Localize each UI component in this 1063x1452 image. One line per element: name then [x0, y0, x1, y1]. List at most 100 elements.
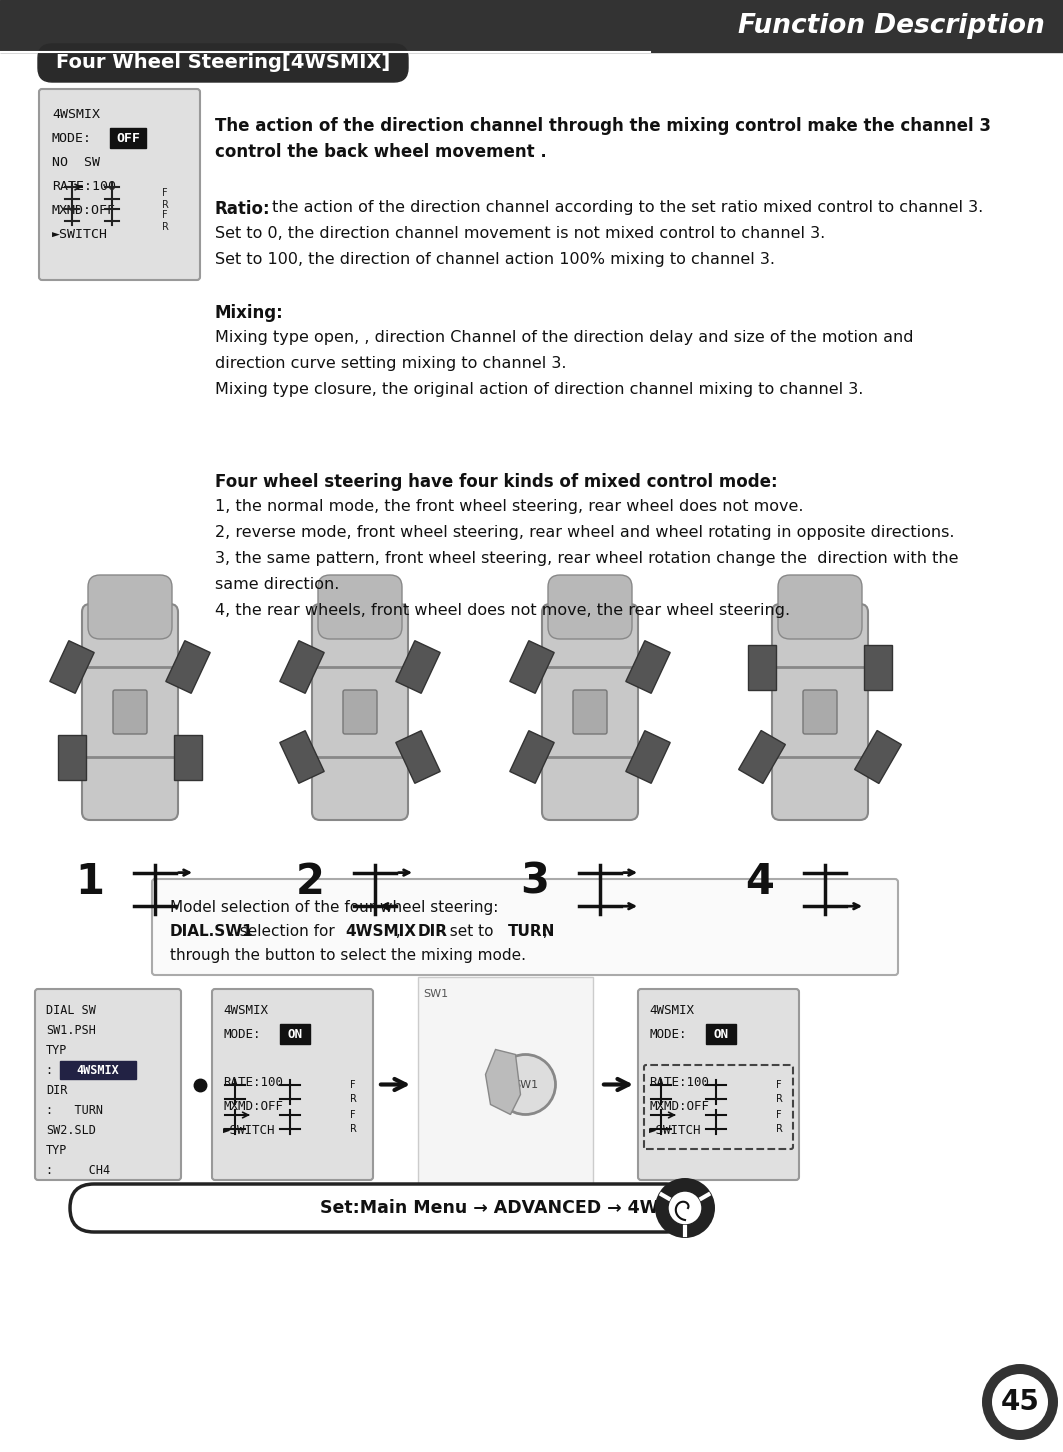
Circle shape — [992, 1374, 1048, 1430]
Text: 2, reverse mode, front wheel steering, rear wheel and wheel rotating in opposite: 2, reverse mode, front wheel steering, r… — [215, 526, 955, 540]
FancyBboxPatch shape — [212, 989, 373, 1180]
Text: Mixing:: Mixing: — [215, 305, 284, 322]
FancyBboxPatch shape — [772, 604, 868, 820]
Text: 4WSMIX: 4WSMIX — [223, 1003, 268, 1016]
FancyBboxPatch shape — [39, 89, 200, 280]
Text: :: : — [46, 1063, 61, 1076]
Text: 4WSMIX: 4WSMIX — [52, 107, 100, 121]
FancyBboxPatch shape — [82, 604, 178, 820]
Text: DIAL.SW1: DIAL.SW1 — [170, 923, 254, 939]
Polygon shape — [626, 640, 670, 693]
Polygon shape — [280, 730, 324, 783]
FancyBboxPatch shape — [313, 604, 408, 820]
Text: TYP: TYP — [46, 1044, 67, 1057]
Text: :   TURN: : TURN — [46, 1104, 103, 1117]
Text: 3: 3 — [521, 861, 550, 903]
Text: ON: ON — [713, 1028, 728, 1041]
Text: SW1.PSH: SW1.PSH — [46, 1024, 96, 1037]
Text: ON: ON — [287, 1028, 303, 1041]
Text: Ratio:: Ratio: — [215, 200, 271, 218]
Text: SW1: SW1 — [513, 1079, 538, 1089]
Polygon shape — [626, 730, 670, 783]
FancyBboxPatch shape — [35, 989, 181, 1180]
Text: 45: 45 — [1000, 1388, 1040, 1416]
Text: Set:Main Menu → ADVANCED → 4WSMIX: Set:Main Menu → ADVANCED → 4WSMIX — [320, 1199, 709, 1217]
Text: R: R — [162, 222, 169, 232]
Text: ,: , — [538, 923, 549, 939]
Text: Four wheel steering have four kinds of mixed control mode:: Four wheel steering have four kinds of m… — [215, 473, 778, 491]
Text: MXMD:OFF: MXMD:OFF — [52, 203, 116, 216]
Bar — [706, 1024, 736, 1044]
Text: Mixing type open, , direction Channel of the direction delay and size of the mot: Mixing type open, , direction Channel of… — [215, 330, 913, 346]
Text: DIR: DIR — [46, 1083, 67, 1096]
Text: Model selection of the four wheel steering:: Model selection of the four wheel steeri… — [170, 900, 499, 915]
Text: F: F — [350, 1109, 356, 1119]
Text: ►SWITCH: ►SWITCH — [223, 1124, 275, 1137]
Text: DIAL SW: DIAL SW — [46, 1003, 96, 1016]
Text: F: F — [162, 211, 168, 221]
Text: 4WSMIX: 4WSMIX — [649, 1003, 694, 1016]
Text: control the back wheel movement .: control the back wheel movement . — [215, 142, 546, 161]
Polygon shape — [166, 640, 210, 693]
FancyBboxPatch shape — [638, 989, 799, 1180]
Text: MXMD:OFF: MXMD:OFF — [223, 1099, 283, 1112]
Text: OFF: OFF — [116, 132, 140, 145]
Text: R: R — [350, 1093, 357, 1104]
Polygon shape — [280, 640, 324, 693]
Polygon shape — [864, 645, 892, 690]
Polygon shape — [510, 640, 554, 693]
Text: ►SWITCH: ►SWITCH — [649, 1124, 702, 1137]
FancyBboxPatch shape — [113, 690, 147, 735]
Bar — [109, 128, 146, 148]
Text: TURN: TURN — [508, 923, 556, 939]
Polygon shape — [855, 730, 901, 784]
Bar — [60, 1061, 136, 1079]
Polygon shape — [739, 730, 786, 784]
FancyBboxPatch shape — [318, 575, 402, 639]
Text: Mixing type closure, the original action of direction channel mixing to channel : Mixing type closure, the original action… — [215, 382, 863, 398]
Text: TYP: TYP — [46, 1144, 67, 1156]
Text: MXMD:OFF: MXMD:OFF — [649, 1099, 709, 1112]
Text: Set to 100, the direction of channel action 100% mixing to channel 3.: Set to 100, the direction of channel act… — [215, 253, 775, 267]
Circle shape — [982, 1363, 1058, 1440]
Text: 4WSMIX: 4WSMIX — [345, 923, 417, 939]
Text: 3, the same pattern, front wheel steering, rear wheel rotation change the  direc: 3, the same pattern, front wheel steerin… — [215, 552, 959, 566]
Polygon shape — [395, 640, 440, 693]
Circle shape — [495, 1054, 556, 1115]
Bar — [280, 1024, 310, 1044]
Text: 1: 1 — [75, 861, 104, 903]
Text: 2: 2 — [296, 861, 324, 903]
Text: RATE:100: RATE:100 — [649, 1076, 709, 1089]
Bar — [0, 0, 1063, 52]
Text: through the button to select the mixing mode.: through the button to select the mixing … — [170, 948, 526, 963]
Text: RATE:100: RATE:100 — [223, 1076, 283, 1089]
Polygon shape — [174, 735, 202, 780]
Polygon shape — [50, 640, 95, 693]
Text: Four Wheel Steering[4WSMIX]: Four Wheel Steering[4WSMIX] — [56, 54, 390, 73]
Text: . selection for: . selection for — [230, 923, 344, 939]
Text: R: R — [162, 200, 169, 211]
Text: NO  SW: NO SW — [52, 155, 100, 168]
Text: RATE:100: RATE:100 — [52, 180, 116, 193]
Text: set to: set to — [440, 923, 504, 939]
FancyBboxPatch shape — [778, 575, 862, 639]
Text: direction curve setting mixing to channel 3.: direction curve setting mixing to channe… — [215, 356, 567, 372]
Text: R: R — [776, 1124, 782, 1134]
Circle shape — [655, 1178, 715, 1239]
Text: Set to 0, the direction channel movement is not mixed control to channel 3.: Set to 0, the direction channel movement… — [215, 227, 825, 241]
Text: the action of the direction channel according to the set ratio mixed control to : the action of the direction channel acco… — [267, 200, 983, 215]
Text: 4: 4 — [745, 861, 775, 903]
Text: 4, the rear wheels, front wheel does not move, the rear wheel steering.: 4, the rear wheels, front wheel does not… — [215, 603, 790, 619]
Polygon shape — [748, 645, 776, 690]
Text: :     CH4: : CH4 — [46, 1163, 111, 1176]
Polygon shape — [395, 730, 440, 783]
FancyBboxPatch shape — [549, 575, 632, 639]
Text: F: F — [162, 187, 168, 197]
FancyBboxPatch shape — [542, 604, 638, 820]
FancyBboxPatch shape — [88, 575, 172, 639]
Text: DIR: DIR — [418, 923, 448, 939]
Text: F: F — [776, 1080, 781, 1090]
Text: SW2.SLD: SW2.SLD — [46, 1124, 96, 1137]
Circle shape — [668, 1191, 702, 1225]
Text: SW1: SW1 — [423, 989, 449, 999]
